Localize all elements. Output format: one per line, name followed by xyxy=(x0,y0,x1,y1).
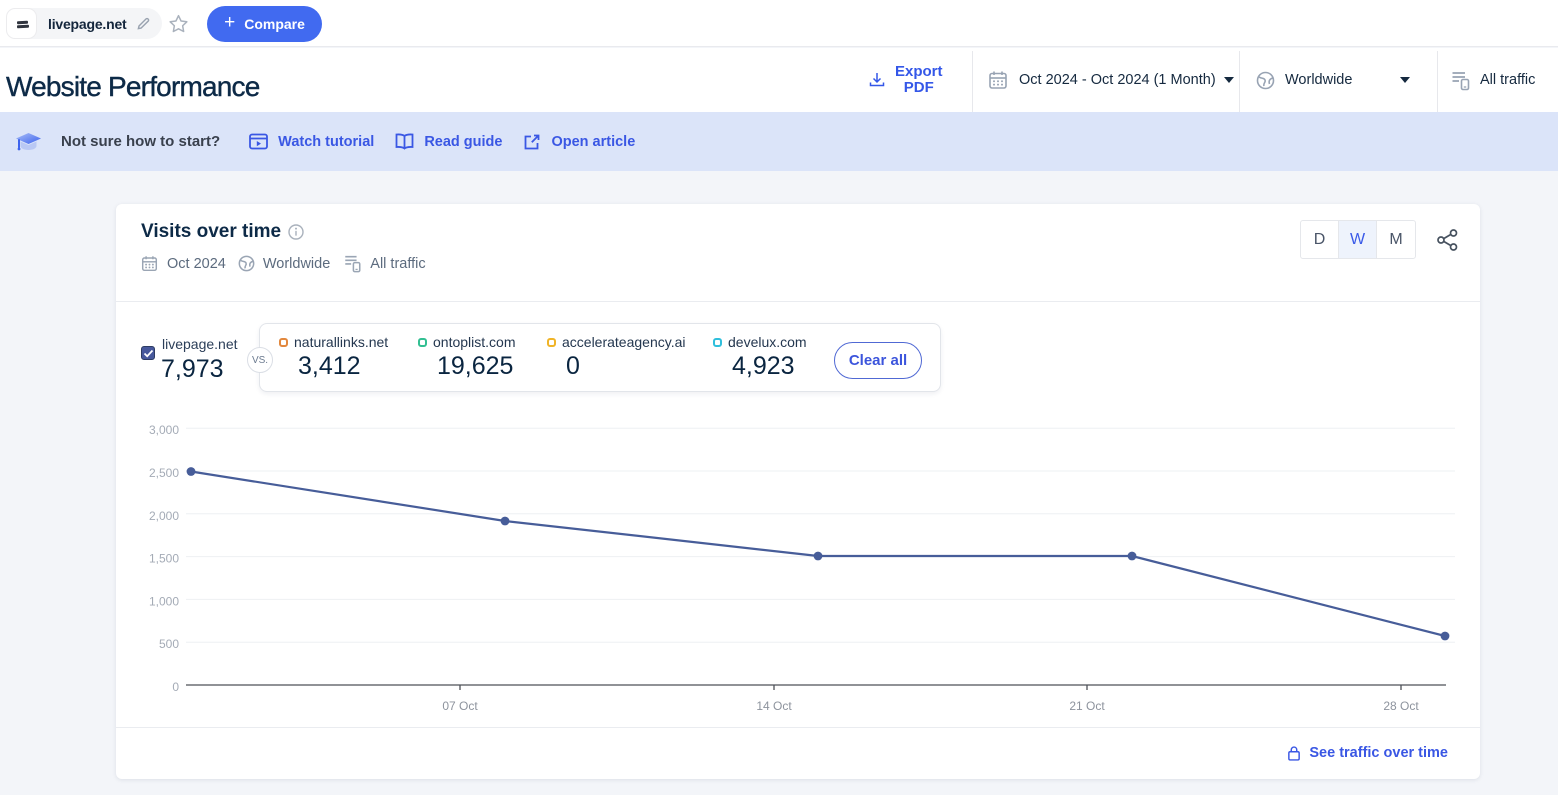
svg-text:500: 500 xyxy=(159,637,179,651)
svg-text:07 Oct: 07 Oct xyxy=(442,699,478,713)
svg-text:14 Oct: 14 Oct xyxy=(756,699,792,713)
svg-text:2,000: 2,000 xyxy=(149,509,179,523)
svg-text:1,000: 1,000 xyxy=(149,594,179,608)
svg-text:3,000: 3,000 xyxy=(149,423,179,437)
svg-text:2,500: 2,500 xyxy=(149,466,179,480)
svg-text:28 Oct: 28 Oct xyxy=(1383,699,1419,713)
svg-text:0: 0 xyxy=(172,680,179,694)
svg-text:21 Oct: 21 Oct xyxy=(1069,699,1105,713)
svg-text:1,500: 1,500 xyxy=(149,552,179,566)
